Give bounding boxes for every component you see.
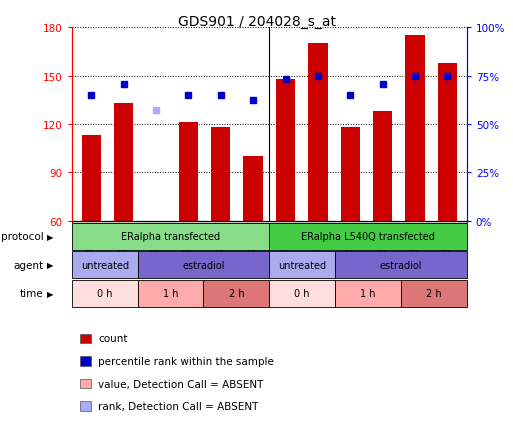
Text: untreated: untreated (81, 260, 129, 270)
Text: 2 h: 2 h (229, 289, 244, 299)
Text: 0 h: 0 h (97, 289, 112, 299)
Bar (276, 80, 295, 221)
Text: value, Detection Call = ABSENT: value, Detection Call = ABSENT (98, 379, 264, 388)
Bar (308, 44, 328, 221)
Text: ▶: ▶ (47, 232, 54, 241)
Text: protocol: protocol (1, 232, 44, 241)
Text: agent: agent (13, 260, 44, 270)
Text: estradiol: estradiol (182, 260, 225, 270)
Text: ERalpha transfected: ERalpha transfected (121, 232, 220, 241)
Text: estradiol: estradiol (380, 260, 422, 270)
Text: 0 h: 0 h (294, 289, 310, 299)
Text: rank, Detection Call = ABSENT: rank, Detection Call = ABSENT (98, 401, 259, 411)
Text: 1 h: 1 h (163, 289, 179, 299)
Bar (179, 123, 198, 221)
Text: untreated: untreated (278, 260, 326, 270)
Text: ▶: ▶ (47, 261, 54, 270)
Bar (341, 128, 360, 221)
Text: time: time (20, 289, 44, 299)
Text: ERalpha L540Q transfected: ERalpha L540Q transfected (301, 232, 435, 241)
Text: 1 h: 1 h (360, 289, 376, 299)
Bar (211, 128, 230, 221)
Bar (405, 36, 425, 221)
Bar (438, 64, 457, 221)
Text: ▶: ▶ (47, 289, 54, 298)
Text: percentile rank within the sample: percentile rank within the sample (98, 356, 274, 366)
Bar (373, 112, 392, 221)
Bar (82, 136, 101, 221)
Text: count: count (98, 334, 128, 343)
Bar (244, 157, 263, 221)
Bar (114, 104, 133, 221)
Text: GDS901 / 204028_s_at: GDS901 / 204028_s_at (177, 15, 336, 29)
Text: 2 h: 2 h (426, 289, 442, 299)
